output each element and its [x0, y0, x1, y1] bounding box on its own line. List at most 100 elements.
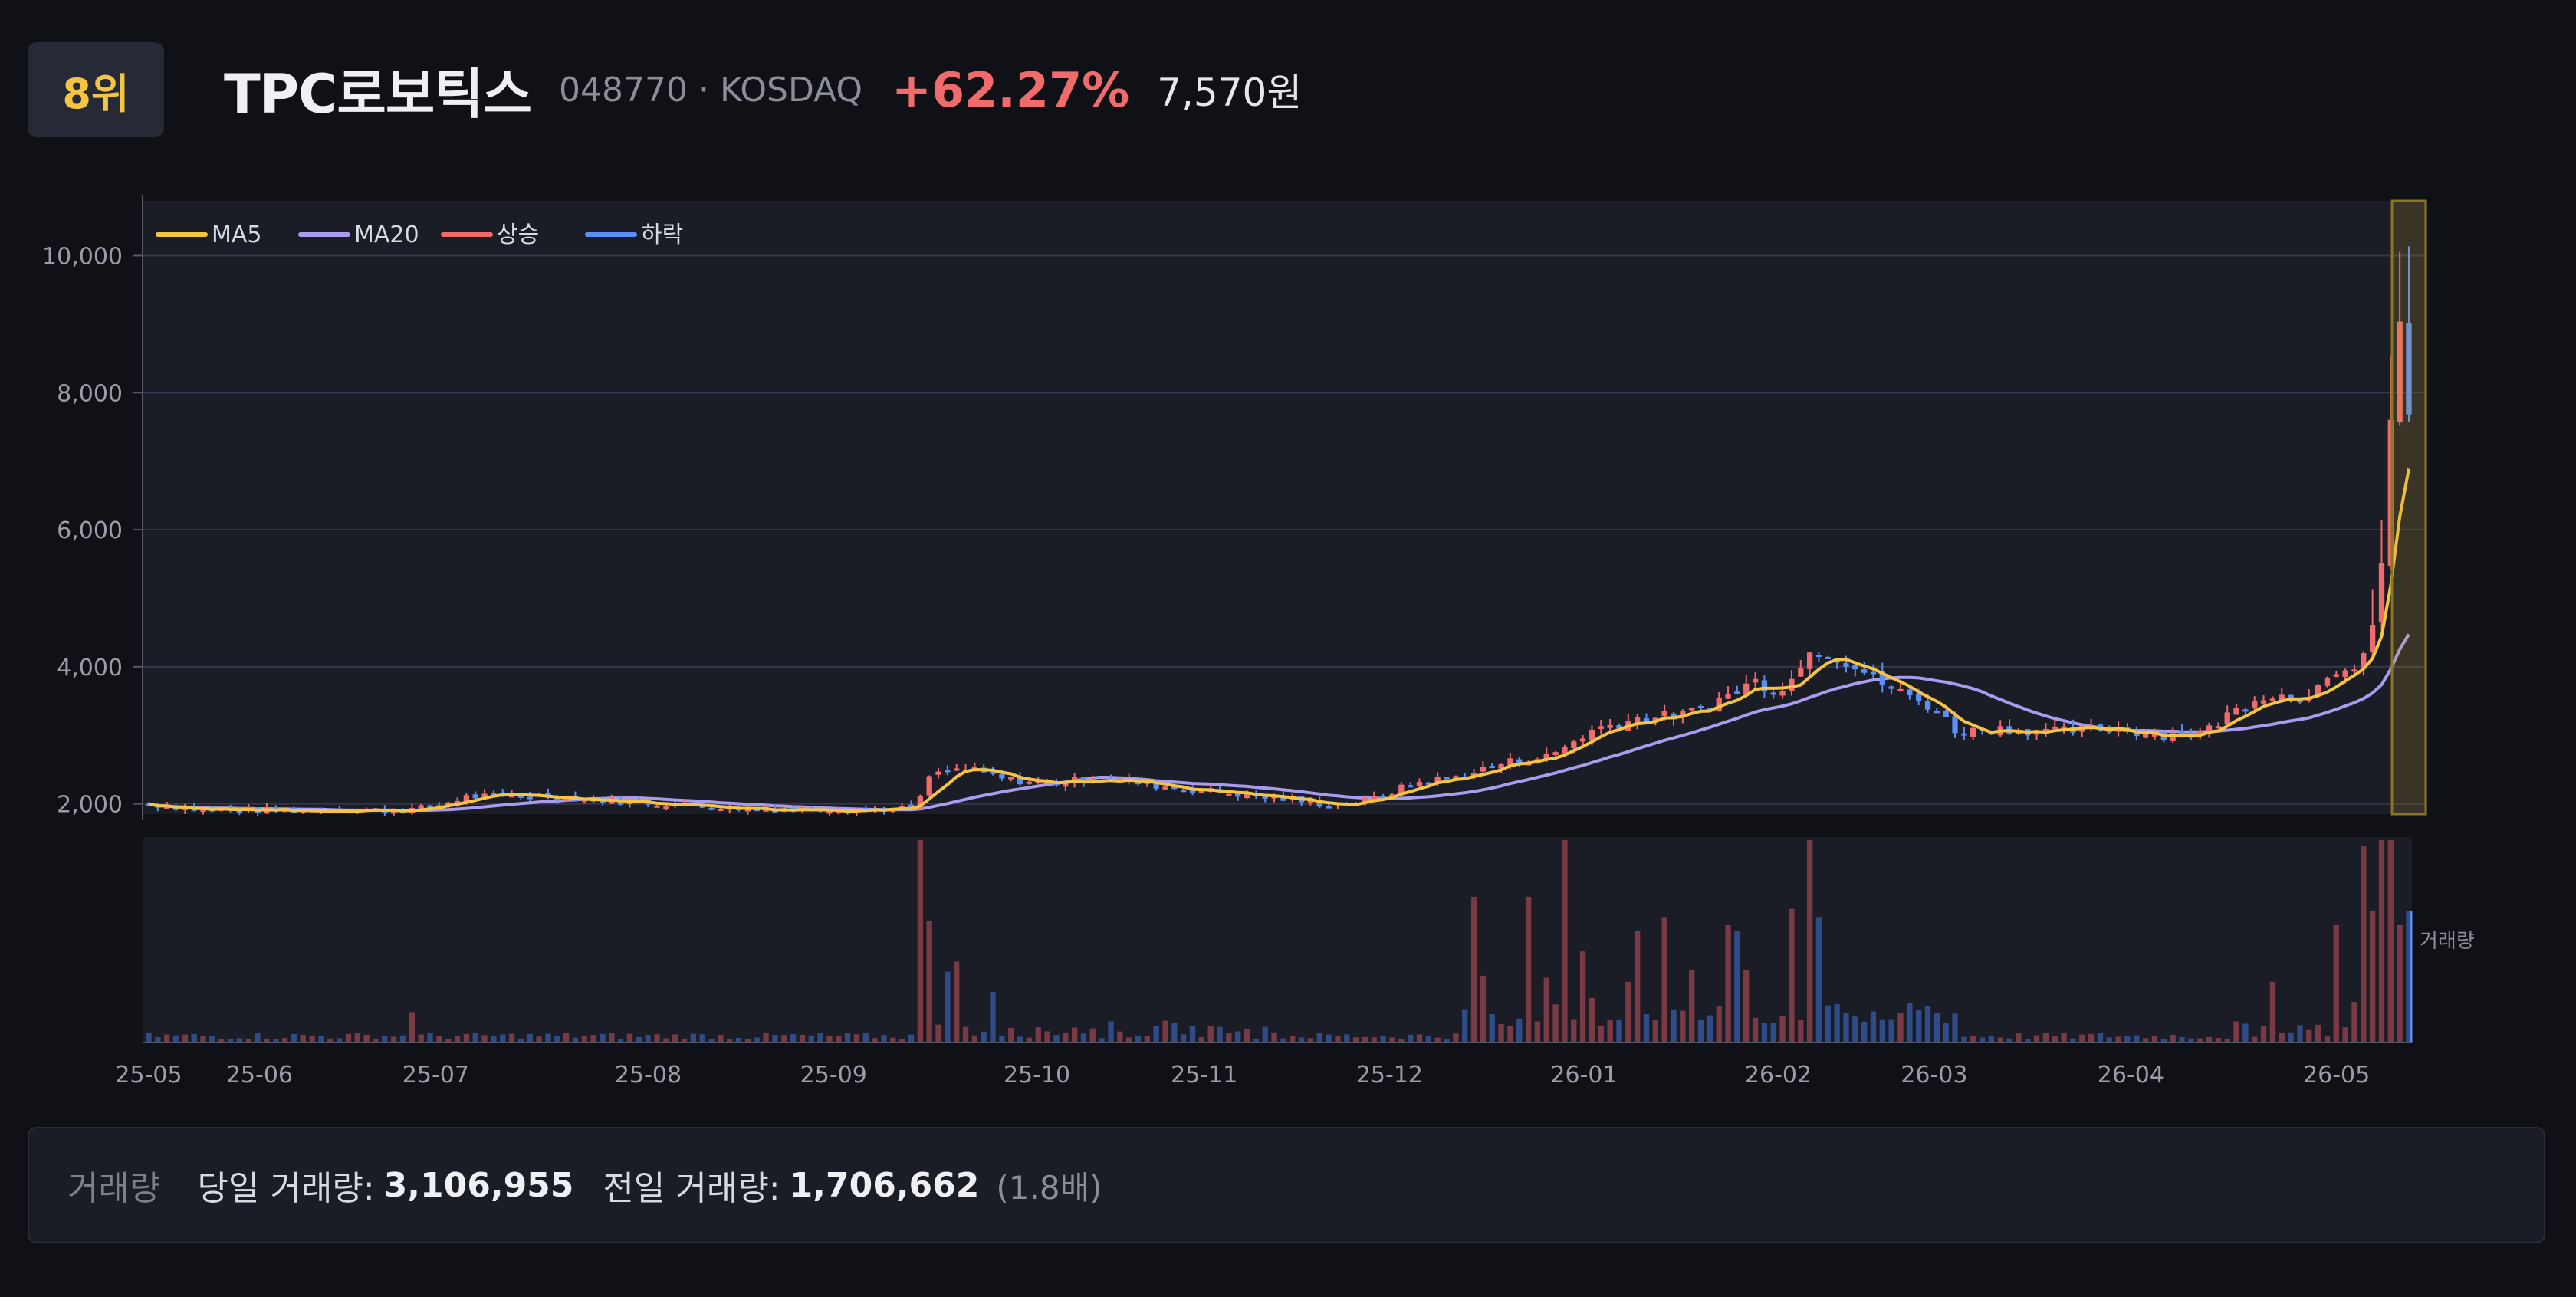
candle-body [2279, 694, 2285, 701]
volume-bar [654, 1034, 660, 1043]
candle-body [1416, 782, 1423, 786]
candle-body [1789, 678, 1795, 691]
volume-bar [1470, 896, 1477, 1043]
volume-bar [454, 1036, 461, 1043]
volume-bar [1689, 969, 1695, 1043]
volume-bar [990, 992, 996, 1043]
volume-bar [1916, 1010, 1922, 1043]
volume-bar [681, 1039, 688, 1043]
volume-bar [2115, 1036, 2121, 1043]
volume-bar [962, 1026, 969, 1043]
candle-body [926, 776, 932, 796]
candle-body [917, 796, 924, 809]
volume-bar [754, 1037, 760, 1043]
candle-body [826, 811, 833, 814]
candle-body [1425, 782, 1432, 785]
volume-bar [536, 1036, 542, 1043]
price-volume-chart[interactable]: MA5 MA20 상승 하락 거래량 10,000 8,000 6,000 4,000 2,0… [0, 184, 2576, 1104]
candle-body [1916, 693, 1922, 701]
volume-bar [1071, 1027, 1078, 1043]
candle-body [945, 770, 951, 773]
volume-bar [1280, 1038, 1286, 1043]
candle-body [1779, 691, 1786, 696]
candle-body [2151, 734, 2158, 737]
candle-body [1961, 733, 1967, 736]
candle-body [1516, 759, 1523, 763]
volume-bar [1389, 1037, 1395, 1043]
candle-body [1716, 698, 1722, 712]
candle-body [1017, 777, 1024, 785]
ma20-line [148, 633, 2410, 813]
volume-bar [409, 1012, 415, 1043]
candle-body [554, 798, 560, 801]
candle-body [2406, 323, 2412, 415]
candle-body [999, 773, 1005, 779]
volume-bar [2079, 1034, 2085, 1043]
candle-body [2052, 726, 2058, 729]
volume-bar [418, 1034, 424, 1043]
candle-body [1798, 668, 1804, 677]
volume-bar [1226, 1033, 1232, 1043]
candle-body [2315, 685, 2321, 697]
volume-bar [227, 1039, 234, 1043]
candle-body [899, 806, 905, 809]
candle-body [2333, 674, 2339, 677]
volume-bar [744, 1038, 751, 1043]
candle-body [236, 810, 243, 813]
candle-body [1598, 726, 1604, 730]
candle-body [1507, 758, 1513, 765]
volume-bar [2124, 1036, 2131, 1043]
stock-name[interactable]: TPC로보틱스 [224, 62, 532, 126]
candle-body [1825, 656, 1831, 659]
volume-bar [826, 1036, 833, 1043]
volume-bar [2206, 1037, 2213, 1043]
candle-body [182, 807, 189, 810]
volume-bar [609, 1033, 615, 1043]
candle-body [1189, 789, 1196, 793]
volume-bar [2361, 846, 2367, 1043]
volume-info-panel: 거래량 당일 거래량: 3,106,955 전일 거래량: 1,706,662 … [28, 1127, 2545, 1243]
legend-label: 상승 [497, 222, 539, 248]
volume-bar [1952, 1013, 1958, 1043]
current-price: 7,570원 [1157, 71, 1303, 115]
volume-bar [1298, 1037, 1305, 1043]
candle-body [1307, 800, 1314, 803]
candle-body [708, 807, 715, 810]
volume-bar [2224, 1038, 2230, 1043]
volume-bar [581, 1036, 587, 1043]
volume-bar [1398, 1039, 1405, 1043]
candle-body [481, 793, 488, 797]
x-tick-label: 26-01 [1550, 1062, 1617, 1088]
candle-body [954, 768, 960, 771]
candle-body [1326, 806, 1332, 809]
candle-body [2361, 653, 2367, 668]
volume-bar [1235, 1031, 1241, 1043]
volume-bar [899, 1039, 905, 1043]
candle-body [164, 806, 170, 809]
volume-bar [817, 1033, 823, 1043]
candle-body [463, 795, 470, 803]
volume-bar [1825, 1005, 1831, 1043]
volume-bar [1316, 1033, 1322, 1043]
volume-bar [172, 1035, 179, 1043]
volume-bar [2342, 1027, 2348, 1043]
volume-bar [1425, 1036, 1432, 1043]
volume-bar [1008, 1028, 1014, 1043]
candle-body [1734, 691, 1740, 694]
volume-bar [1789, 908, 1795, 1043]
stock-header: 8위 TPC로보틱스 048770 · KOSDAQ +62.27% 7,570… [28, 41, 1302, 138]
volume-bar [2097, 1033, 2104, 1043]
volume-bar [281, 1038, 288, 1043]
prev-volume-label: 전일 거래량: [603, 1169, 780, 1208]
volume-bar [2333, 924, 2339, 1043]
volume-bar [445, 1039, 452, 1043]
volume-bar [1063, 1033, 1069, 1043]
volume-bar [1135, 1036, 1142, 1043]
volume-bar [363, 1034, 370, 1043]
volume-bar [1988, 1036, 1995, 1043]
candle-body [1470, 773, 1477, 777]
x-tick-label: 25-12 [1356, 1062, 1423, 1088]
volume-bar [391, 1036, 397, 1043]
candle-body [1770, 692, 1776, 695]
x-tick-label: 25-07 [402, 1062, 469, 1088]
